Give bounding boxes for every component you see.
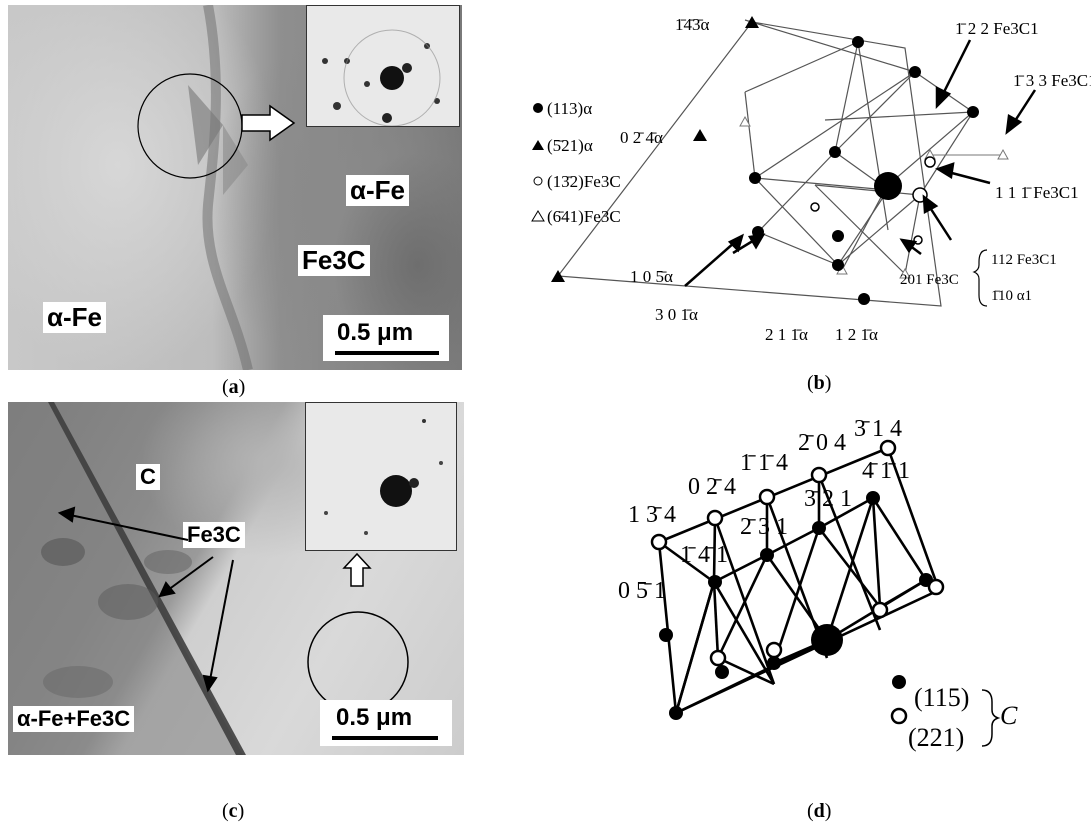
- label-b-3: 3 0 1̄α: [655, 305, 698, 324]
- diffraction-inset-c: [305, 402, 457, 551]
- label-mix-c: α-Fe+Fe3C: [13, 706, 135, 732]
- label-b-4: 2 1 1̄α: [765, 325, 808, 344]
- label-d-8: 1̄ 4̄ 1: [680, 542, 728, 568]
- caption-a: (a): [222, 376, 246, 398]
- label-b-7: 1̄ 3 3 Fe3C1: [1013, 71, 1091, 90]
- label-fe3c-a: Fe3C: [298, 245, 370, 276]
- legend-d-open: [890, 707, 908, 725]
- scale-bar-a: [335, 351, 439, 355]
- label-b-1: 0 2̄ 4̄α: [620, 128, 663, 147]
- legend-b-0: (113)α: [547, 99, 592, 118]
- scale-bar-c: [332, 736, 438, 740]
- label-d-1: 0 2̄ 4: [688, 474, 736, 500]
- caption-b: (b): [807, 372, 832, 394]
- label-d-5: 3̄ 2 1: [804, 486, 852, 512]
- diagram-b: (113)α (5̄21)α (13̄2)Fe3C (6̄41)Fe3C 1̄4…: [531, 15, 1091, 344]
- label-fe3c-c: Fe3C: [183, 522, 245, 548]
- pointer-arrows-c: [57, 506, 234, 693]
- label-b-0: 1̄4̄3̄α: [675, 15, 710, 34]
- label-b-6: 1̄ 2 2 Fe3C1: [955, 19, 1039, 38]
- legend-d-2: C: [1000, 701, 1018, 730]
- arrow-to-inset-c: [342, 552, 372, 587]
- spot-b-1: [852, 36, 864, 48]
- scale-box-a: 0.5 μm: [323, 315, 449, 361]
- label-d-9: 0 5̄ 1: [618, 578, 666, 604]
- legend-b-3: (6̄41)Fe3C: [547, 207, 621, 226]
- legend-d-filled: [892, 675, 906, 689]
- label-d-0: 1 3̄ 4: [628, 502, 676, 528]
- label-d-4: 3̄ 1 4: [854, 420, 902, 442]
- legend-b-1: (5̄21)α: [547, 136, 593, 155]
- caption-c: (c): [222, 800, 245, 822]
- legend-d-1: (221): [908, 723, 964, 752]
- label-d-2: 1̄ 1̄ 4: [740, 450, 788, 476]
- diffraction-inset-a: [306, 5, 460, 127]
- central-spot-d: [811, 624, 843, 656]
- label-alpha-fe-left: α-Fe: [43, 302, 106, 333]
- central-spot-b: [874, 172, 902, 200]
- scale-box-c: 0.5 μm: [320, 700, 452, 746]
- label-d-6: 4̄ 1̄ 1: [862, 458, 910, 484]
- label-d-3: 2̄ 0 4: [798, 430, 846, 456]
- legend-d-0: (115): [914, 683, 969, 712]
- label-b-9: 112 Fe3C1: [991, 252, 1057, 268]
- diagram-d: 1 3̄ 4 0 2̄ 4 1̄ 1̄ 4 2̄ 0 4 3̄ 1 4 3̄ 2…: [618, 420, 1018, 752]
- micrograph-a: α-Fe Fe3C α-Fe 0.5 μm: [8, 5, 462, 370]
- caption-d: (d): [807, 800, 832, 822]
- arrow-to-inset-a: [241, 104, 296, 142]
- scale-label-a: 0.5 μm: [337, 319, 414, 346]
- label-d-7: 2̄ 3 1: [740, 514, 788, 540]
- selected-area-circle-c: [307, 611, 409, 713]
- label-b-11: 201 Fe3C: [900, 272, 959, 288]
- label-c: C: [136, 464, 160, 490]
- micrograph-a-features: [137, 5, 253, 370]
- label-b-5: 1 2 1̄α: [835, 325, 878, 344]
- legend-b-2: (13̄2)Fe3C: [547, 172, 621, 191]
- label-b-8: 1 1 1̄ Fe3C1: [995, 183, 1079, 202]
- scale-label-c: 0.5 μm: [336, 704, 413, 731]
- label-b-2: 1 0 5̄α: [630, 267, 673, 286]
- label-alpha-fe-right: α-Fe: [346, 175, 409, 206]
- micrograph-c-features: [8, 402, 409, 755]
- label-b-10: 1̄10 α1: [991, 288, 1032, 304]
- micrograph-c: C Fe3C α-Fe+Fe3C 0.5 μm: [8, 402, 464, 755]
